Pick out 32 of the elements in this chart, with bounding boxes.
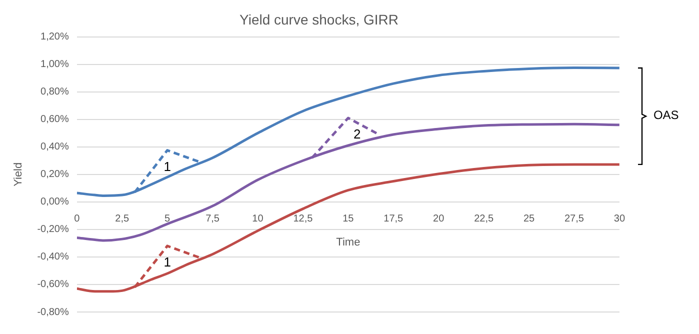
- x-axis-title: Time: [336, 236, 360, 249]
- y-axis-title: Yield: [12, 162, 25, 186]
- y-tick-label: 1,00%: [40, 59, 69, 70]
- y-tick-label: 0,00%: [40, 196, 69, 208]
- y-tick-label: -0,60%: [37, 279, 69, 290]
- x-tick-label: 5: [164, 214, 171, 225]
- x-tick-label: 25: [523, 214, 536, 225]
- annotation: 1: [164, 254, 171, 270]
- annotation: 2: [354, 126, 361, 142]
- y-tick-label: 1,20%: [40, 32, 69, 43]
- x-tick-label: 10: [252, 214, 264, 225]
- chart-title: Yield curve shocks, GIRR: [240, 11, 398, 28]
- line-series: [76, 66, 620, 197]
- x-tick-label: 0: [74, 214, 80, 225]
- y-tick-label: -0,20%: [37, 224, 69, 236]
- x-tick-label: 20: [433, 214, 445, 225]
- x-tick-label: 30: [614, 214, 626, 225]
- text: OAS: [653, 108, 679, 122]
- x-tick-label: 7,5: [206, 214, 220, 225]
- y-tick-label: -0,40%: [37, 252, 69, 263]
- x-tick-label: 15: [342, 214, 354, 225]
- x-tick-label: 12,5: [293, 214, 314, 225]
- x-tick-label: 27,5: [564, 214, 584, 225]
- x-tick-label: 17,5: [384, 214, 404, 225]
- y-tick-label: 0,80%: [40, 86, 69, 98]
- x-tick-label: 2,5: [115, 214, 130, 225]
- y-tick-label: 0,40%: [40, 142, 69, 153]
- x-tick-label: 22,5: [474, 214, 494, 225]
- annotation: 1: [164, 158, 171, 174]
- y-tick-label: 0,60%: [40, 114, 69, 126]
- y-tick-label: -0,80%: [37, 306, 69, 318]
- y-tick-label: 0,20%: [40, 169, 69, 180]
